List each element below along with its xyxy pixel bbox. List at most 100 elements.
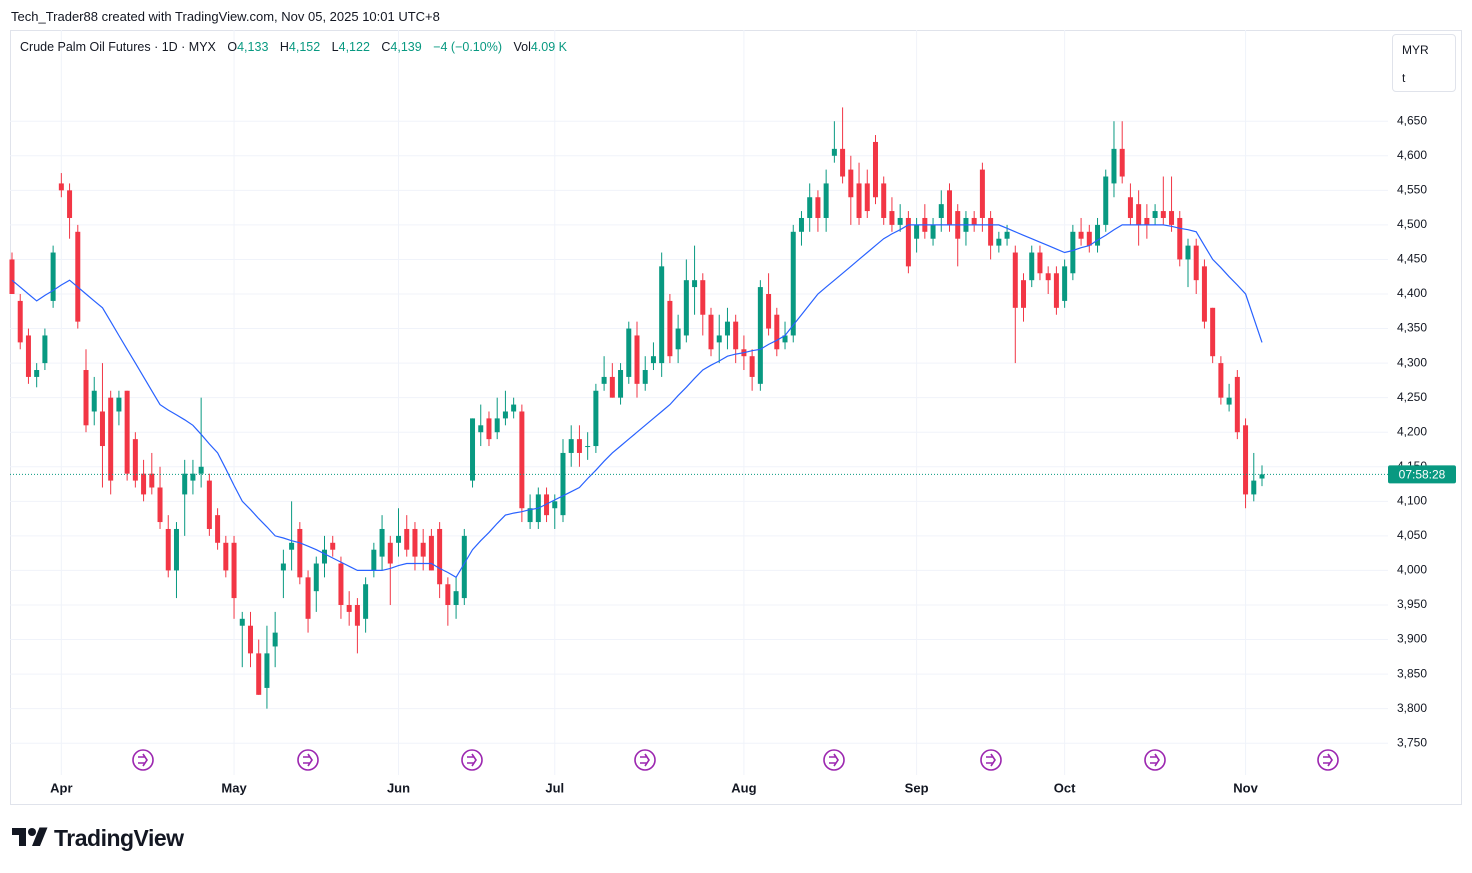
candle-body — [914, 224, 920, 239]
candle-body — [1169, 211, 1175, 225]
candle-body — [774, 314, 780, 350]
y-tick-label: 4,500 — [1397, 217, 1427, 231]
price-tag — [1388, 465, 1456, 484]
candle-body — [1127, 197, 1133, 218]
candle-body — [264, 653, 270, 688]
candle-body — [807, 197, 813, 218]
x-tick-label: Sep — [905, 780, 929, 795]
candle-body — [1070, 231, 1076, 274]
candle-body — [247, 625, 253, 654]
candle-body — [1185, 245, 1191, 260]
event-arrow — [303, 753, 313, 767]
candle-body — [1037, 252, 1043, 274]
candle-body — [675, 328, 681, 350]
candle-body — [823, 183, 829, 218]
open-value: 4,133 — [237, 40, 269, 54]
y-tick-label: 4,300 — [1397, 355, 1427, 369]
candle-body — [437, 528, 443, 585]
candle-body — [412, 528, 418, 557]
candle-body — [17, 300, 23, 343]
x-tick-label: Apr — [50, 780, 72, 795]
candle-body — [149, 473, 155, 488]
candle-body — [938, 204, 944, 218]
candle-body — [124, 390, 130, 474]
event-arrow — [1150, 753, 1160, 767]
candle-body — [601, 376, 607, 384]
candle-body — [724, 321, 730, 336]
candle-body — [1234, 376, 1240, 433]
chart-frame — [10, 30, 1462, 805]
candle-body — [470, 418, 476, 481]
candle-body — [1226, 397, 1232, 405]
event-icon — [980, 749, 1002, 771]
candle-body — [91, 390, 97, 412]
candle-body — [387, 542, 393, 564]
candle-body — [576, 439, 582, 453]
candle-body — [330, 542, 336, 550]
x-tick-label: Nov — [1233, 780, 1258, 795]
candle-body — [363, 584, 369, 619]
candle-body — [1210, 307, 1216, 357]
candle-body — [1160, 211, 1166, 218]
candle-body — [692, 280, 698, 288]
candle-body — [239, 618, 245, 626]
y-tick-label: 3,800 — [1397, 701, 1427, 715]
candle-body — [1045, 273, 1051, 281]
candle-body — [683, 280, 689, 336]
candle-body — [642, 370, 648, 384]
candle-body — [157, 487, 163, 523]
candle-body — [856, 183, 862, 218]
candle-body — [988, 217, 994, 246]
candle-body — [815, 197, 821, 218]
candle-body — [1004, 231, 1010, 239]
high-label: H — [279, 40, 289, 54]
event-arrow — [1323, 753, 1333, 767]
candle-body — [527, 508, 533, 523]
candle-body — [519, 411, 525, 509]
symbol: Crude Palm Oil Futures · 1D · MYX — [20, 40, 216, 54]
candle-body — [445, 584, 451, 605]
event-icon — [1144, 749, 1166, 771]
countdown: 07:58:28 — [1399, 468, 1446, 482]
candle-body — [404, 528, 410, 550]
candle-body — [1111, 148, 1117, 184]
candle-body — [50, 252, 56, 301]
candle-body — [700, 280, 706, 315]
candle-body — [568, 439, 574, 453]
candle-body — [782, 335, 788, 343]
close-value: 4,139 — [390, 40, 422, 54]
currency-button[interactable]: MYR t — [1392, 34, 1456, 92]
candle-body — [223, 542, 229, 571]
y-tick-label: 4,400 — [1397, 286, 1427, 300]
candle-body — [338, 563, 344, 605]
candle-body — [798, 217, 804, 232]
candle-body — [182, 473, 188, 495]
candle-body — [881, 183, 887, 218]
y-tick-label: 4,100 — [1397, 493, 1427, 507]
candle-body — [1086, 231, 1092, 246]
event-arrow — [138, 753, 148, 767]
candle-body — [840, 148, 846, 177]
candle-body — [297, 528, 303, 578]
change: −4 (−0.10%) — [433, 40, 502, 54]
footer-logo: TradingView — [12, 824, 184, 852]
y-tick-label: 4,650 — [1397, 113, 1427, 127]
candle-body — [280, 563, 286, 571]
candle-body — [453, 591, 459, 605]
currency: MYR — [1402, 43, 1429, 57]
event-icon — [823, 749, 845, 771]
candle-body — [544, 494, 550, 516]
x-tick-label: May — [221, 780, 247, 795]
high-value: 4,152 — [288, 40, 321, 54]
event-arrow — [640, 753, 650, 767]
candle-body — [1103, 176, 1109, 225]
candle-body — [190, 473, 196, 481]
candle-body — [141, 473, 147, 495]
candle-body — [1218, 363, 1224, 398]
low-value: 4,122 — [338, 40, 370, 54]
candle-body — [609, 376, 615, 398]
candle-body — [511, 404, 517, 412]
candle-body — [42, 335, 48, 364]
y-tick-label: 4,600 — [1397, 148, 1427, 162]
volume-value: 4.09 K — [530, 40, 567, 54]
